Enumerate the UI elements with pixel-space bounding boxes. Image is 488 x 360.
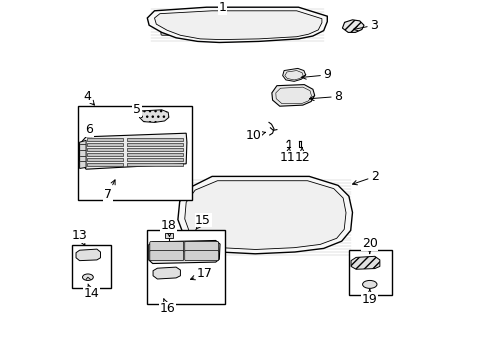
Text: 6: 6 xyxy=(85,123,93,137)
Polygon shape xyxy=(282,68,305,81)
Bar xyxy=(87,148,122,151)
Polygon shape xyxy=(76,249,101,261)
FancyBboxPatch shape xyxy=(212,215,237,233)
Text: 5: 5 xyxy=(133,103,142,116)
Bar xyxy=(87,163,122,166)
Bar xyxy=(146,230,224,304)
Text: 11: 11 xyxy=(279,148,295,164)
Bar xyxy=(127,158,183,161)
Text: 13: 13 xyxy=(72,229,87,246)
Ellipse shape xyxy=(82,274,93,280)
Bar xyxy=(78,106,192,200)
Bar xyxy=(87,158,122,161)
Bar xyxy=(127,163,183,166)
Text: 3: 3 xyxy=(353,19,378,32)
Polygon shape xyxy=(350,256,379,269)
Bar xyxy=(348,250,391,295)
Bar xyxy=(127,148,183,151)
Text: 8: 8 xyxy=(309,90,342,103)
FancyBboxPatch shape xyxy=(161,24,174,35)
Text: 18: 18 xyxy=(161,219,177,237)
Text: 19: 19 xyxy=(361,289,377,306)
Polygon shape xyxy=(342,20,363,32)
FancyBboxPatch shape xyxy=(184,251,218,261)
Polygon shape xyxy=(271,85,314,106)
Bar xyxy=(87,143,122,146)
FancyBboxPatch shape xyxy=(287,215,305,228)
Polygon shape xyxy=(80,140,86,168)
Text: 1: 1 xyxy=(219,1,226,14)
Polygon shape xyxy=(178,176,352,254)
Polygon shape xyxy=(147,7,326,42)
Bar xyxy=(127,138,183,141)
FancyBboxPatch shape xyxy=(149,251,183,261)
FancyBboxPatch shape xyxy=(184,242,218,252)
FancyBboxPatch shape xyxy=(149,242,183,252)
Text: 17: 17 xyxy=(190,267,212,280)
FancyBboxPatch shape xyxy=(218,20,233,34)
Text: 10: 10 xyxy=(245,129,265,142)
Polygon shape xyxy=(147,7,326,42)
Polygon shape xyxy=(153,267,180,279)
Text: 15: 15 xyxy=(195,214,211,230)
Polygon shape xyxy=(154,11,321,40)
Bar xyxy=(72,245,111,288)
Polygon shape xyxy=(184,181,346,249)
Polygon shape xyxy=(80,133,186,169)
FancyBboxPatch shape xyxy=(289,189,306,203)
Polygon shape xyxy=(139,110,168,122)
Bar xyxy=(127,153,183,156)
Polygon shape xyxy=(148,240,220,264)
Bar xyxy=(165,233,172,238)
FancyBboxPatch shape xyxy=(214,189,238,206)
Text: 14: 14 xyxy=(83,284,99,300)
Text: 20: 20 xyxy=(361,237,377,253)
Text: 12: 12 xyxy=(294,148,309,164)
Text: 7: 7 xyxy=(104,180,115,201)
FancyBboxPatch shape xyxy=(257,23,270,35)
Bar xyxy=(87,153,122,156)
Text: 2: 2 xyxy=(352,170,378,185)
Bar xyxy=(87,138,122,141)
FancyBboxPatch shape xyxy=(182,19,197,33)
FancyBboxPatch shape xyxy=(246,189,270,206)
FancyBboxPatch shape xyxy=(161,15,174,26)
Text: 16: 16 xyxy=(160,299,175,315)
Ellipse shape xyxy=(362,280,376,288)
FancyBboxPatch shape xyxy=(245,215,270,233)
Bar xyxy=(127,143,183,146)
Text: 4: 4 xyxy=(82,90,94,105)
Text: 9: 9 xyxy=(301,68,331,81)
